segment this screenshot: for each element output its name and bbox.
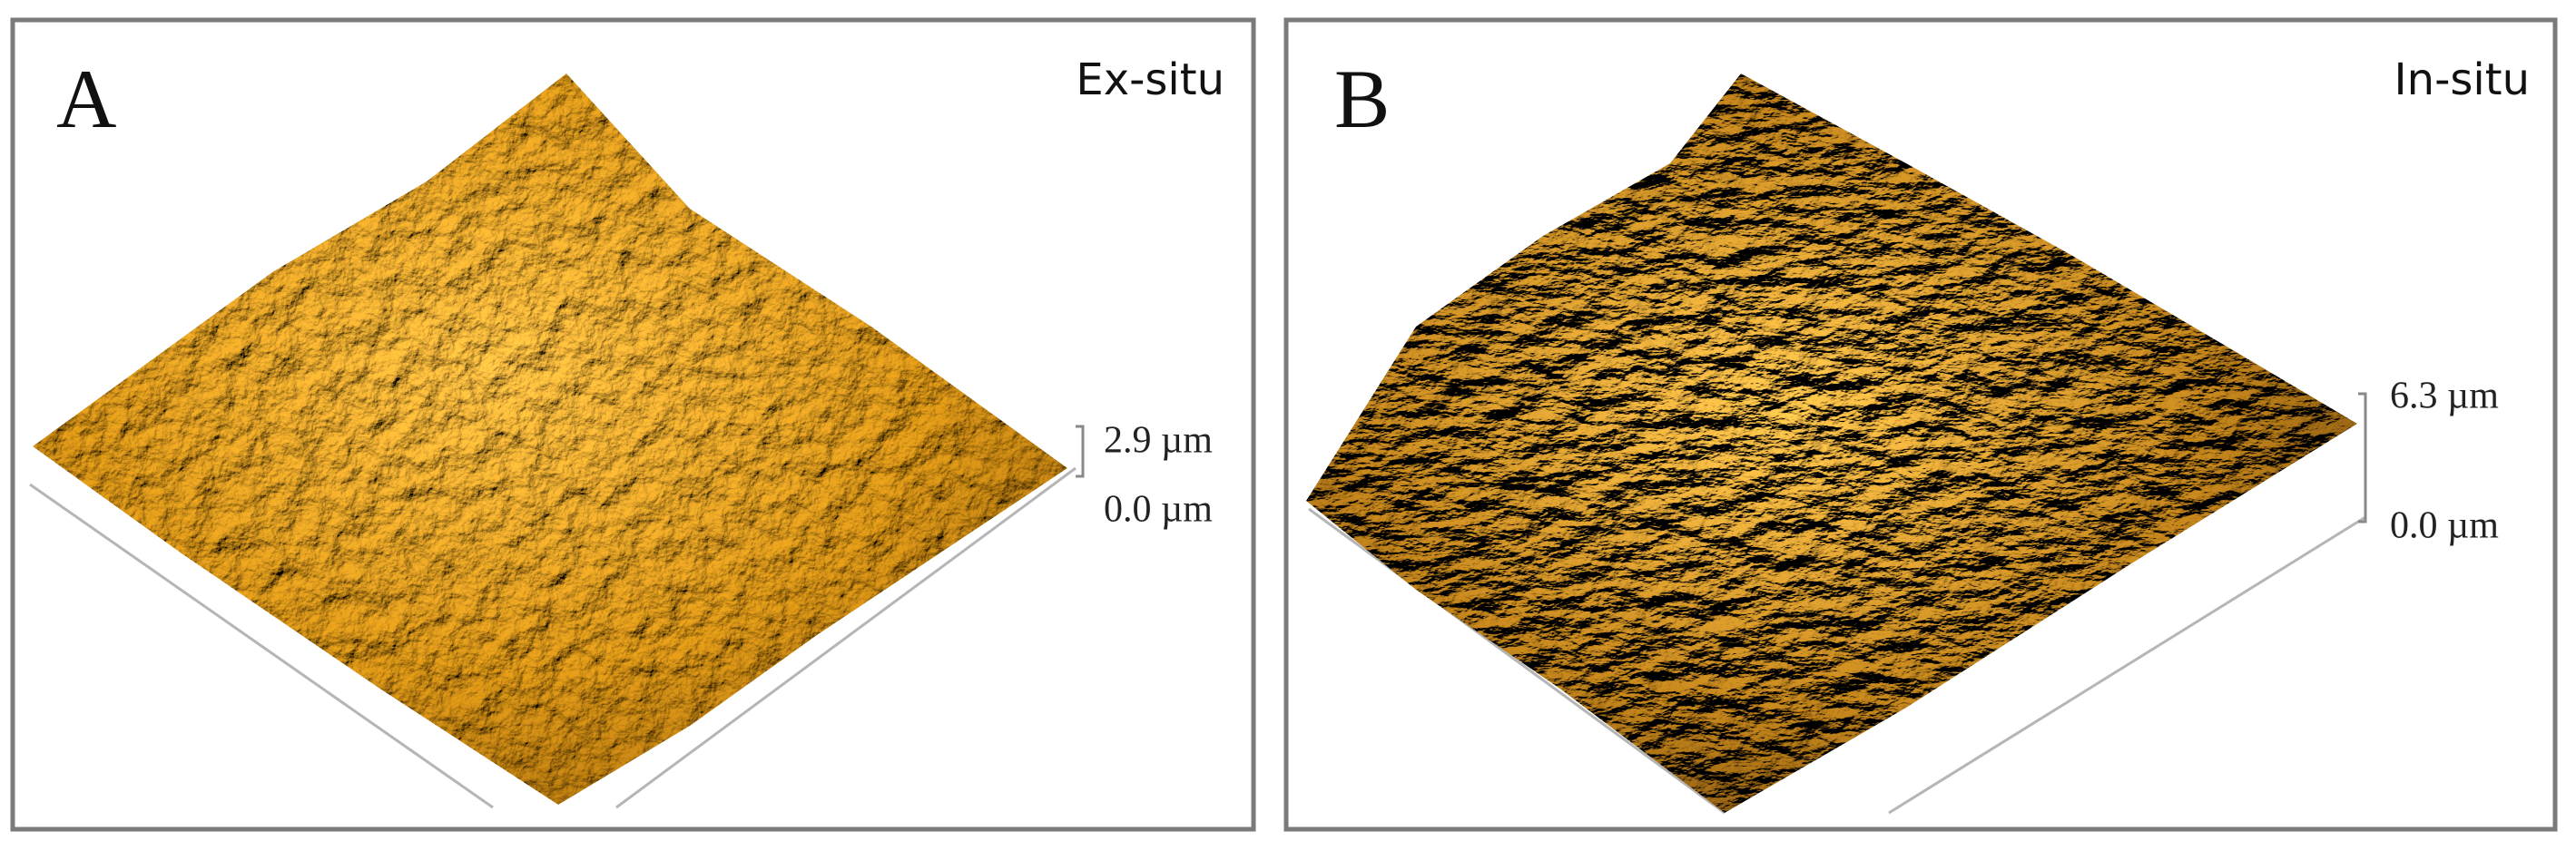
panel-title: In-situ [2394, 54, 2530, 105]
axis-line [1888, 515, 2366, 815]
panel-letter: A [56, 53, 116, 145]
scale-bracket [2358, 392, 2367, 523]
scale-bottom: 0.0 µm [1104, 489, 1213, 531]
afm-surface [1306, 73, 2357, 813]
axis-line [1308, 507, 1726, 815]
panel-frame [10, 17, 1256, 832]
panel-letter: B [1334, 53, 1390, 145]
scale-top: 6.3 µm [2390, 376, 2499, 417]
axis-line [615, 466, 1077, 809]
scale-bracket [1076, 425, 1085, 478]
scale-bottom: 0.0 µm [2390, 505, 2499, 547]
scale-top: 2.9 µm [1104, 420, 1213, 462]
panel-frame [1283, 17, 2558, 832]
panel-a: A Ex-situ 2.9 µm 0.0 µm [10, 17, 1256, 832]
afm-surface [33, 73, 1067, 805]
panel-title: Ex-situ [1076, 54, 1224, 105]
axis-line [29, 483, 494, 809]
panel-b: B In-situ 6.3 µm 0.0 µm [1283, 17, 2558, 832]
